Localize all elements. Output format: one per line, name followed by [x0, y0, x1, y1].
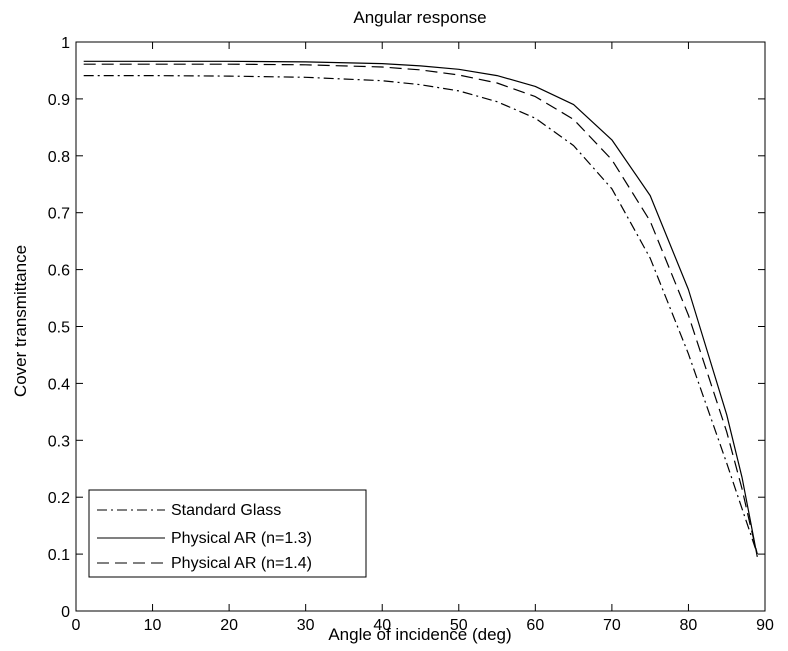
- ticks-layer: 0 10 20 30 40 50 60 70 80 90 0 0.1 0.2 0.3 0.4 0.5 0.6 0.…: [48, 35, 774, 634]
- x-tick-label: 10: [144, 617, 162, 634]
- legend: Standard Glass Physical AR (n=1.3) Physi…: [88, 489, 367, 578]
- x-tick-label: 60: [526, 617, 544, 634]
- x-tick-label: 80: [680, 617, 698, 634]
- y-tick-label: 0.5: [48, 320, 70, 337]
- x-tick-label: 20: [220, 617, 238, 634]
- legend-label-standard-glass: Standard Glass: [171, 502, 281, 519]
- series-line-physical-ar-n-1-4: [83, 63, 758, 555]
- legend-label-physical-ar-1-3: Physical AR (n=1.3): [171, 530, 312, 547]
- y-tick-label: 0.6: [48, 263, 70, 280]
- x-tick-label: 0: [72, 617, 81, 634]
- y-axis-label: Cover transmittance: [11, 245, 30, 397]
- x-tick-label: 70: [603, 617, 621, 634]
- y-tick-label: 0.3: [48, 433, 70, 450]
- y-tick-label: 0.7: [48, 206, 70, 223]
- series-layer: [83, 60, 758, 558]
- series-line-physical-ar-n-1-3: [83, 60, 758, 558]
- x-tick-label: 90: [756, 617, 774, 634]
- y-tick-label: 0.8: [48, 149, 70, 166]
- y-tick-label: 1: [61, 35, 70, 52]
- x-tick-label: 40: [373, 617, 391, 634]
- y-tick-label: 0.4: [48, 376, 70, 393]
- x-tick-label: 50: [450, 617, 468, 634]
- chart-title: Angular response: [353, 8, 486, 27]
- y-tick-label: 0: [61, 604, 70, 621]
- y-tick-label: 0.1: [48, 547, 70, 564]
- legend-label-physical-ar-1-4: Physical AR (n=1.4): [171, 555, 312, 572]
- x-axis-label: Angle of incidence (deg): [328, 625, 511, 644]
- y-tick-label: 0.2: [48, 490, 70, 507]
- x-tick-label: 30: [297, 617, 315, 634]
- y-tick-label: 0.9: [48, 92, 70, 109]
